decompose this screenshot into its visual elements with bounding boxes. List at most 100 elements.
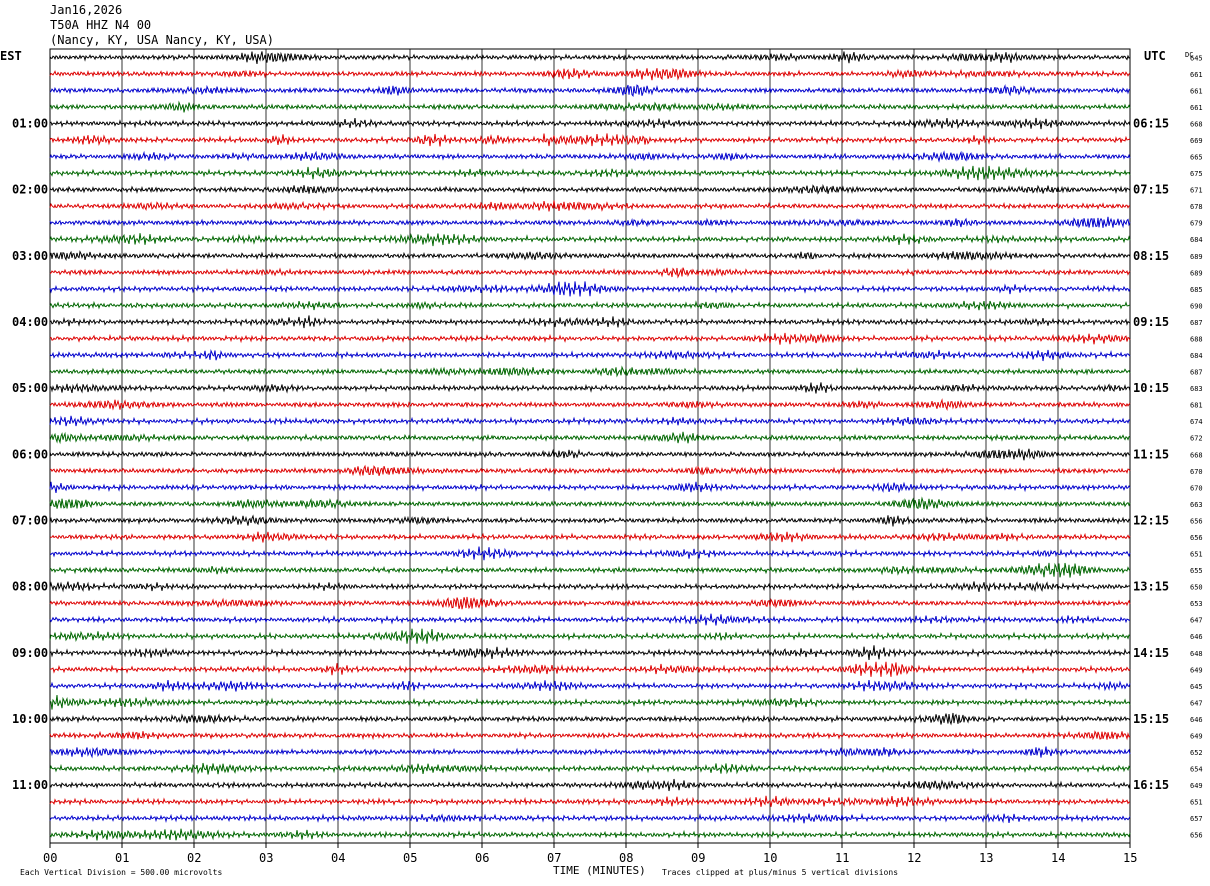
- dc-offset-value: 651: [1190, 799, 1203, 807]
- trace-line: [49, 100, 1131, 113]
- utc-hour-label: 15:15: [1133, 712, 1169, 726]
- station-code: T50A HHZ N4 00: [50, 18, 152, 32]
- est-hour-label: 06:00: [12, 447, 48, 461]
- dc-offset-value: 661: [1190, 104, 1203, 112]
- trace-line: [49, 315, 1131, 329]
- x-tick-label: 05: [403, 851, 417, 865]
- dc-offset-value: 656: [1190, 832, 1203, 840]
- station-location: (Nancy, KY, USA Nancy, KY, USA): [50, 33, 274, 47]
- dc-offset-value: 656: [1190, 517, 1203, 525]
- dc-offset-value: 648: [1190, 650, 1203, 658]
- trace-line: [49, 183, 1131, 195]
- dc-offset-value: 661: [1190, 71, 1203, 79]
- x-tick-label: 03: [259, 851, 273, 865]
- est-hour-label: 04:00: [12, 315, 48, 329]
- dc-offset-value: 678: [1190, 203, 1203, 211]
- dc-offset-value: 657: [1190, 815, 1203, 823]
- utc-hour-label: 12:15: [1133, 513, 1169, 527]
- dc-offset-value: 681: [1190, 402, 1203, 410]
- trace-line: [49, 562, 1131, 578]
- grid: [49, 48, 1131, 848]
- trace-line: [49, 778, 1131, 792]
- est-hour-label: 08:00: [12, 580, 48, 594]
- est-hour-label: 01:00: [12, 116, 48, 130]
- dc-offset-value: 668: [1190, 451, 1203, 459]
- plot-frame: [49, 48, 1131, 844]
- utc-hour-label: 16:15: [1133, 778, 1169, 792]
- trace-line: [49, 496, 1131, 510]
- trace-line: [49, 150, 1131, 163]
- dc-offset-value: 647: [1190, 617, 1203, 625]
- est-hour-label: 07:00: [12, 513, 48, 527]
- trace-line: [49, 661, 1131, 677]
- dc-offset-value: 679: [1190, 220, 1203, 228]
- x-tick-label: 13: [979, 851, 993, 865]
- utc-hour-label: 09:15: [1133, 315, 1169, 329]
- dc-offset-value: 684: [1190, 352, 1203, 360]
- dc-offset-value: 670: [1190, 484, 1203, 492]
- trace-line: [49, 581, 1131, 593]
- dc-offset-value: 645: [1190, 683, 1203, 691]
- dc-offset-value: 672: [1190, 435, 1203, 443]
- dc-offset-value: 689: [1190, 269, 1203, 277]
- trace-line: [49, 281, 1131, 297]
- est-hour-label: 09:00: [12, 646, 48, 660]
- trace-line: [49, 514, 1131, 527]
- dc-offset-value: 690: [1190, 302, 1203, 310]
- dc-offset-value: 683: [1190, 385, 1203, 393]
- utc-axis-label: UTC: [1144, 49, 1166, 63]
- trace-line: [49, 812, 1131, 824]
- plot-date: Jan16,2026: [50, 3, 123, 17]
- trace-line: [49, 398, 1131, 412]
- utc-hour-label: 11:15: [1133, 447, 1169, 461]
- trace-line: [49, 250, 1131, 262]
- dc-offset-value: 650: [1190, 584, 1203, 592]
- dc-offset-value: 651: [1190, 551, 1203, 559]
- trace-line: [49, 448, 1131, 461]
- trace-line: [49, 165, 1131, 181]
- x-tick-label: 09: [691, 851, 705, 865]
- trace-line: [49, 365, 1131, 378]
- dc-offset-value: 653: [1190, 600, 1203, 608]
- dc-offset-value: 687: [1190, 319, 1203, 327]
- dc-offset-value: 668: [1190, 120, 1203, 128]
- dc-offset-value: 689: [1190, 253, 1203, 261]
- x-axis-title: TIME (MINUTES): [553, 864, 646, 877]
- dc-offset-value: 661: [1190, 87, 1203, 95]
- dc-offset-value: 688: [1190, 335, 1203, 343]
- trace-line: [49, 694, 1131, 710]
- x-tick-label: 04: [331, 851, 345, 865]
- x-tick-label: 15: [1123, 851, 1137, 865]
- utc-hour-label: 08:15: [1133, 249, 1169, 263]
- x-tick-label: 10: [763, 851, 777, 865]
- x-tick-label: 12: [907, 851, 921, 865]
- trace-line: [49, 133, 1131, 147]
- trace-line: [49, 746, 1131, 759]
- x-tick-label: 11: [835, 851, 849, 865]
- dc-offset-value: 649: [1190, 782, 1203, 790]
- trace-line: [49, 233, 1131, 247]
- dc-offset-value: 646: [1190, 633, 1203, 641]
- trace-line: [49, 300, 1131, 311]
- trace-line: [49, 531, 1131, 543]
- dc-offset-value: 684: [1190, 236, 1203, 244]
- x-tick-label: 06: [475, 851, 489, 865]
- trace-line: [49, 382, 1131, 394]
- trace-line: [49, 762, 1131, 775]
- dc-offset-value: 655: [1190, 567, 1203, 575]
- est-hour-label: 10:00: [12, 712, 48, 726]
- dc-offset-value: 649: [1190, 732, 1203, 740]
- trace-line: [49, 117, 1131, 130]
- utc-hour-label: 07:15: [1133, 183, 1169, 197]
- dc-offset-value: 656: [1190, 534, 1203, 542]
- dc-offset-value: 646: [1190, 716, 1203, 724]
- dc-offset-value: 645: [1190, 54, 1203, 62]
- utc-hour-label: 06:15: [1133, 116, 1169, 130]
- trace-line: [49, 613, 1131, 626]
- trace-line: [49, 546, 1131, 561]
- trace-line: [49, 464, 1131, 477]
- est-hour-label: 05:00: [12, 381, 48, 395]
- dc-offset-value: 663: [1190, 501, 1203, 509]
- utc-hour-label: 10:15: [1133, 381, 1169, 395]
